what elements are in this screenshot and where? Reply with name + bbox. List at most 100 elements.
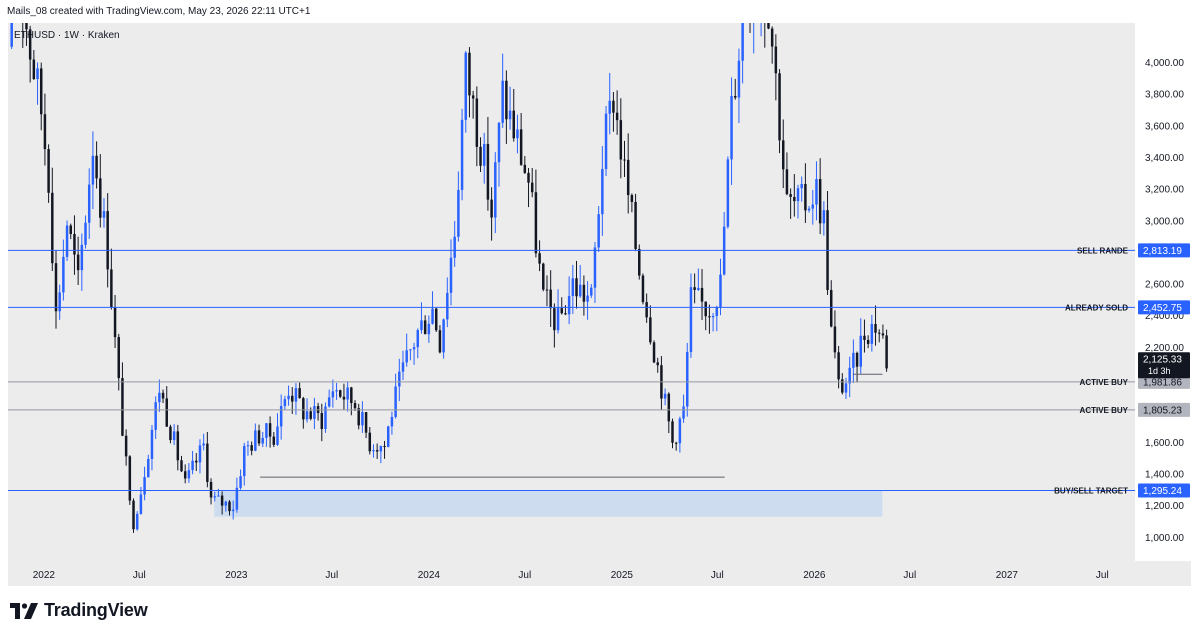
time-axis[interactable]: 2022 Jul 2023 Jul 2024 Jul 2025 Jul 2026 Jul 2027 J… bbox=[33, 570, 1109, 581]
candle-body bbox=[87, 184, 91, 223]
x-tick-label: Jul bbox=[518, 570, 531, 581]
price-axis-background bbox=[1135, 23, 1191, 561]
x-tick-label: 2026 bbox=[803, 570, 826, 581]
candle-body bbox=[102, 211, 106, 218]
candle-body bbox=[619, 120, 623, 160]
candle-body bbox=[859, 335, 863, 367]
candle-body bbox=[76, 254, 80, 271]
candle-body bbox=[265, 423, 268, 438]
candle-body bbox=[339, 390, 342, 397]
candle-body bbox=[453, 236, 456, 258]
candle-body bbox=[530, 182, 534, 193]
candle-body bbox=[383, 446, 386, 448]
candle-body bbox=[693, 287, 696, 290]
candle-body bbox=[346, 387, 349, 400]
candle-body bbox=[885, 335, 888, 369]
y-tick-label: 3,800.00 bbox=[1145, 90, 1184, 101]
candle-body bbox=[737, 60, 741, 98]
y-tick-label: 3,000.00 bbox=[1145, 216, 1184, 227]
candle-body bbox=[804, 184, 807, 211]
candle-body bbox=[793, 196, 796, 202]
candle-body bbox=[239, 476, 242, 488]
candle-body bbox=[28, 29, 32, 60]
candle-body bbox=[412, 347, 416, 350]
chart-frame: SELL RANDE ALREADY SOLD ACTIVE BUY ACTIVE B… bbox=[8, 0, 1191, 586]
candle-body bbox=[183, 471, 187, 479]
tradingview-logo-icon bbox=[10, 602, 38, 619]
candle-body bbox=[195, 460, 198, 463]
candle-body bbox=[298, 388, 301, 399]
candle-body bbox=[250, 445, 253, 451]
x-tick-label: 2024 bbox=[418, 570, 441, 581]
candle-body bbox=[719, 274, 722, 308]
candle-body bbox=[457, 189, 460, 237]
candle-body bbox=[553, 308, 556, 331]
price-chart[interactable]: SELL RANDE ALREADY SOLD ACTIVE BUY ACTIVE B… bbox=[8, 0, 1191, 586]
candle-body bbox=[822, 210, 826, 224]
candle-body bbox=[608, 100, 611, 114]
candle-body bbox=[508, 110, 512, 120]
candle-body bbox=[128, 456, 132, 501]
candle-body bbox=[848, 367, 851, 384]
candle-body bbox=[357, 408, 360, 426]
candle-body bbox=[501, 80, 504, 123]
candle-body bbox=[674, 442, 678, 444]
candle-body bbox=[375, 450, 379, 452]
candle-body bbox=[390, 416, 394, 427]
tradingview-brand: TradingView bbox=[44, 600, 148, 620]
current-price-badge bbox=[1138, 352, 1190, 379]
candle-body bbox=[379, 446, 383, 452]
candle-body bbox=[176, 431, 180, 461]
candle-body bbox=[132, 500, 135, 530]
y-tick-label: 3,600.00 bbox=[1145, 121, 1184, 132]
candle-body bbox=[877, 332, 881, 334]
candle-body bbox=[523, 164, 527, 173]
candle-body bbox=[460, 119, 464, 190]
candle-body bbox=[202, 443, 205, 446]
candle-body bbox=[582, 284, 586, 302]
candle-body bbox=[268, 423, 272, 437]
candle-body bbox=[700, 287, 704, 302]
candle-body bbox=[110, 269, 113, 308]
level-price: 1,295.24 bbox=[1143, 486, 1182, 497]
candle-body bbox=[697, 287, 700, 290]
candle-body bbox=[261, 437, 264, 444]
candle-body bbox=[770, 28, 774, 47]
candle-body bbox=[442, 319, 445, 353]
candle-body bbox=[527, 172, 530, 183]
candle-body bbox=[542, 263, 545, 290]
candle-body bbox=[257, 430, 261, 444]
level-label: BUY/SELL TARGET bbox=[1054, 487, 1128, 496]
level-label: ACTIVE BUY bbox=[1080, 378, 1129, 387]
candle-body bbox=[331, 391, 335, 398]
candle-body bbox=[84, 222, 87, 245]
candle-body bbox=[39, 68, 43, 115]
candle-body bbox=[147, 458, 150, 478]
candle-body bbox=[870, 323, 874, 344]
candle-body bbox=[43, 114, 47, 150]
x-tick-label: Jul bbox=[325, 570, 338, 581]
candle-body bbox=[73, 234, 76, 255]
current-price: 2,125.33 bbox=[1143, 355, 1182, 366]
candle-body bbox=[597, 214, 600, 248]
candle-body bbox=[575, 278, 578, 297]
candle-body bbox=[874, 323, 877, 333]
candle-body bbox=[191, 460, 194, 471]
candle-body bbox=[231, 509, 235, 512]
tradingview-footer[interactable]: TradingView bbox=[10, 600, 148, 621]
candle-body bbox=[534, 192, 538, 254]
candle-body bbox=[121, 378, 124, 436]
candle-body bbox=[438, 330, 442, 353]
candle-body bbox=[852, 352, 855, 368]
candle-body bbox=[837, 352, 840, 380]
y-tick-label: 3,200.00 bbox=[1145, 185, 1184, 196]
candle-body bbox=[187, 470, 191, 479]
candle-body bbox=[593, 247, 597, 288]
candles bbox=[10, 0, 888, 533]
candle-body bbox=[335, 390, 338, 392]
candle-body bbox=[235, 487, 239, 510]
candle-body bbox=[246, 445, 250, 447]
candle-body bbox=[32, 59, 36, 80]
candle-body bbox=[730, 95, 733, 160]
x-tick-label: Jul bbox=[1096, 570, 1109, 581]
